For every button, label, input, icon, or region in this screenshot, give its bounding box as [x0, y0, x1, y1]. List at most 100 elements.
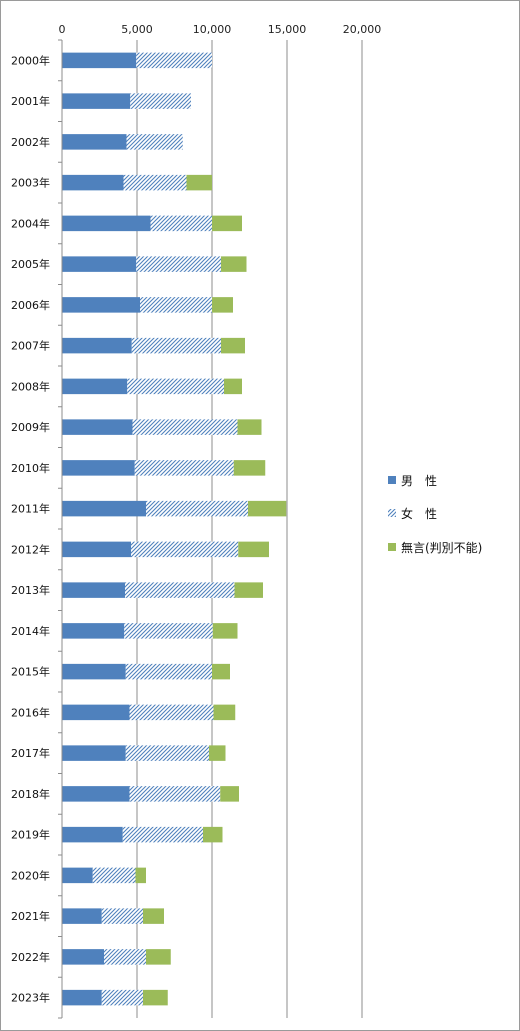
- legend-label: 無言(判別不能): [401, 540, 482, 555]
- category-label: 2011年: [11, 502, 50, 516]
- bar-segment: [62, 908, 102, 924]
- bar-segment: [123, 174, 187, 191]
- bar-segment: [212, 215, 242, 232]
- bar-segment: [62, 297, 140, 313]
- bar-segment: [213, 704, 236, 721]
- bar-segment: [186, 174, 212, 191]
- bar-segment: [203, 826, 223, 843]
- bar-segment: [135, 867, 146, 884]
- bar-segment: [62, 663, 126, 680]
- bar-segment: [62, 134, 127, 150]
- category-label: 2006年: [11, 298, 50, 312]
- x-tick-label: 5,000: [121, 23, 153, 36]
- bar-segment: [62, 93, 131, 109]
- bar-segment: [62, 500, 146, 517]
- bar-segment: [62, 215, 151, 232]
- bar-segment: [134, 460, 234, 476]
- bar-segment: [238, 541, 269, 558]
- bar-segment: [212, 623, 238, 639]
- bar-segment: [212, 297, 233, 313]
- bar-segment: [233, 460, 266, 476]
- bar-segment: [220, 786, 239, 802]
- bar-segment: [62, 949, 104, 965]
- bar-segment: [62, 174, 124, 191]
- bar-segment: [237, 419, 262, 435]
- bar-segment: [129, 704, 214, 721]
- bar-segment: [131, 541, 239, 558]
- bar-segment: [125, 663, 212, 680]
- bar-segment: [221, 337, 245, 354]
- bar-segment: [62, 541, 131, 558]
- category-label: 2009年: [11, 420, 50, 434]
- bar-segment: [62, 704, 130, 721]
- category-label: 2022年: [11, 950, 50, 964]
- bar-segment: [136, 52, 212, 69]
- bar-segment: [212, 663, 230, 680]
- bar-segment: [62, 378, 128, 395]
- bar-segment: [62, 867, 93, 884]
- bar-segment: [221, 256, 247, 272]
- category-label: 2019年: [11, 828, 50, 842]
- bar-segment: [140, 297, 212, 313]
- category-label: 2014年: [11, 624, 50, 638]
- bar-segment: [146, 949, 171, 965]
- bar-segment: [62, 745, 126, 761]
- category-label: 2008年: [11, 379, 50, 393]
- legend-swatch: [388, 476, 396, 484]
- bar-segment: [136, 256, 221, 272]
- category-label: 2010年: [11, 461, 50, 475]
- bar-segment: [101, 908, 143, 924]
- bar-segment: [104, 949, 146, 965]
- bar-segment: [143, 989, 168, 1006]
- bar-segment: [224, 378, 242, 395]
- category-label: 2001年: [11, 94, 50, 108]
- bar-segment: [234, 582, 263, 598]
- category-label: 2018年: [11, 787, 50, 801]
- bar-segment: [248, 500, 287, 517]
- bar-segment: [62, 582, 125, 598]
- bar-segment: [62, 337, 132, 354]
- category-label: 2004年: [11, 216, 50, 230]
- legend-swatch: [388, 509, 396, 517]
- bar-segment: [129, 786, 221, 802]
- category-label: 2023年: [11, 991, 50, 1005]
- legend-swatch: [388, 543, 396, 551]
- gridlines: [136, 40, 363, 1018]
- bar-segment: [130, 93, 191, 109]
- bar-segment: [62, 786, 130, 802]
- bar-segment: [143, 908, 164, 924]
- category-label: 2007年: [11, 339, 50, 353]
- category-label: 2012年: [11, 542, 50, 556]
- category-label: 2021年: [11, 909, 50, 923]
- category-label: 2003年: [11, 176, 50, 190]
- bar-segment: [132, 419, 238, 435]
- axes: 0 5,000 10,000 15,000 20,000 2000年 2001年 2002年 2…: [11, 23, 382, 1019]
- bar-segment: [101, 989, 143, 1006]
- bar-segment: [62, 623, 125, 639]
- bar-segment: [209, 745, 226, 761]
- x-tick-label: 15,000: [268, 23, 307, 36]
- bar-segment: [127, 378, 224, 395]
- category-label: 2002年: [11, 135, 50, 149]
- bar-segment: [150, 215, 212, 232]
- category-label: 2005年: [11, 257, 50, 271]
- bar-segment: [62, 256, 137, 272]
- bar-segment: [146, 500, 248, 517]
- legend: 男 性女 性無言(判別不能): [388, 474, 482, 555]
- bar-segment: [124, 623, 213, 639]
- bar-segment: [62, 419, 133, 435]
- legend-label: 女 性: [401, 506, 437, 521]
- bar-segment: [62, 989, 102, 1006]
- bar-segment: [62, 826, 123, 843]
- bar-segment: [92, 867, 136, 884]
- category-label: 2013年: [11, 583, 50, 597]
- category-label: 2016年: [11, 705, 50, 719]
- x-tick-label: 20,000: [343, 23, 382, 36]
- category-label: 2020年: [11, 868, 50, 882]
- x-tick-label: 0: [59, 23, 66, 36]
- bar-segment: [126, 134, 183, 150]
- bar-segment: [131, 337, 221, 354]
- category-label: 2017年: [11, 746, 50, 760]
- bar-segment: [122, 826, 203, 843]
